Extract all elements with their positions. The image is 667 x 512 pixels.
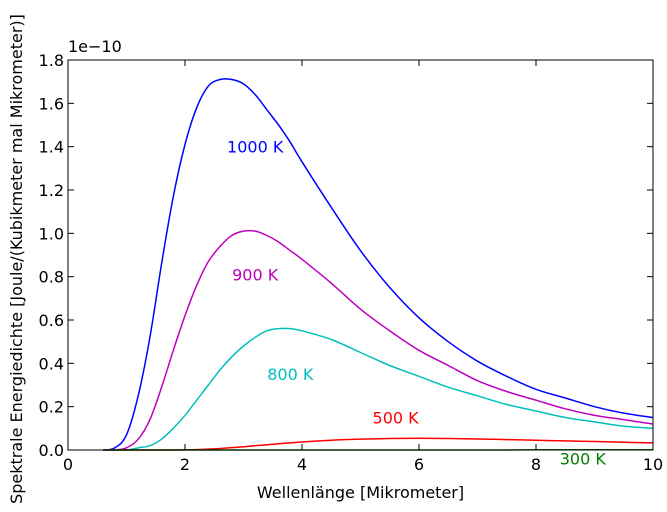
axis-offset-text: 1e−10: [68, 37, 122, 56]
x-tick-label: 2: [180, 455, 190, 474]
y-axis-label: Spektrale Energiedichte [Joule/(Kubikmet…: [7, 14, 26, 504]
y-tick-label: 1.0: [39, 224, 64, 243]
y-tick-label: 1.4: [39, 138, 64, 157]
series-line-1000-k: [102, 78, 654, 451]
y-tick-label: 0.4: [39, 354, 64, 373]
x-tick-label: 10: [643, 455, 663, 474]
y-tick-label: 0.0: [39, 441, 64, 460]
y-tick-label: 0.6: [39, 311, 64, 330]
x-tick-label: 4: [297, 455, 307, 474]
y-tick-label: 1.6: [39, 94, 64, 113]
curve-label-1000-k: 1000 K: [227, 138, 284, 157]
y-tick-label: 1.2: [39, 181, 64, 200]
curves-layer: [102, 78, 654, 451]
curve-label-800-k: 800 K: [267, 365, 314, 384]
series-line-800-k: [103, 327, 654, 451]
x-tick-label: 8: [531, 455, 541, 474]
y-tick-label: 0.8: [39, 268, 64, 287]
y-tick-label: 1.8: [39, 51, 64, 70]
series-line-900-k: [103, 229, 654, 451]
series-line-500-k: [103, 437, 654, 451]
x-tick-label: 0: [63, 455, 73, 474]
curve-label-300-k: 300 K: [560, 450, 607, 469]
y-tick-label: 0.2: [39, 398, 64, 417]
x-axis-label: Wellenlänge [Mikrometer]: [257, 483, 464, 502]
curve-label-500-k: 500 K: [373, 409, 420, 428]
ticks-layer: 0 2 4 6 8 10 0.0 0.2 0.4 0.6 0.8 1.0 1.2 1.4 1.6 1.8: [39, 51, 664, 474]
curve-labels-layer: 1000 K 900 K 800 K 500 K 300 K: [227, 138, 606, 469]
plot-frame: [67, 59, 654, 451]
x-tick-label: 6: [414, 455, 424, 474]
curve-label-900-k: 900 K: [232, 266, 279, 285]
